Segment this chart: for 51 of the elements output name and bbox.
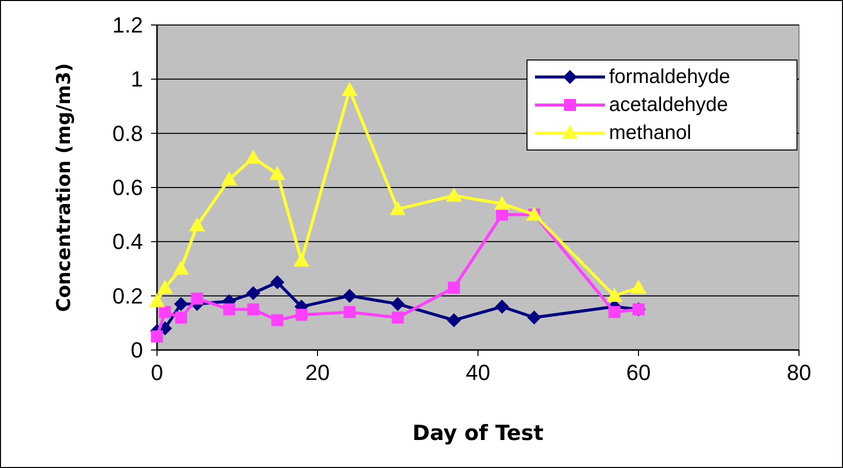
point (270, 275, 284, 290)
y-tick-label: 0.6 (112, 175, 143, 200)
point (295, 308, 308, 321)
point (246, 286, 260, 300)
x-tick-label: 60 (626, 360, 651, 385)
point (448, 282, 460, 294)
point (269, 166, 286, 180)
point (494, 196, 510, 210)
point (149, 293, 165, 308)
point (527, 310, 542, 324)
x-tick-label: 0 (150, 360, 164, 385)
x-tick-label: 80 (786, 360, 812, 385)
point (342, 288, 357, 303)
legend-label: methanol (609, 122, 692, 144)
point (175, 312, 188, 324)
y-tick-label: 0.8 (112, 120, 143, 146)
point (191, 292, 204, 305)
point (608, 306, 620, 318)
point (630, 280, 646, 294)
point (390, 296, 405, 311)
point (245, 150, 262, 164)
point (157, 280, 174, 294)
point (189, 217, 206, 232)
y-tick-label: 1 (130, 66, 143, 92)
point (221, 171, 238, 186)
point (271, 314, 284, 326)
y-tick-label: 0.2 (112, 283, 143, 308)
point (173, 260, 190, 275)
point (151, 330, 163, 342)
x-tick-label: 40 (466, 360, 490, 385)
point (293, 252, 310, 267)
point (446, 188, 462, 202)
y-axis-title: Concentration (mg/m3) (53, 63, 75, 312)
y-tick-label: 0.4 (112, 229, 143, 254)
point (606, 288, 622, 302)
point (342, 82, 358, 96)
point (223, 303, 236, 316)
y-tick-label: 1.2 (112, 12, 143, 38)
point (446, 313, 461, 328)
legend-label: acetaldehyde (609, 94, 728, 116)
x-tick-label: 20 (305, 360, 330, 385)
point (159, 306, 172, 318)
point (390, 201, 406, 216)
y-tick-label: 0 (130, 338, 143, 362)
x-axis-title: Day of Test (412, 421, 544, 445)
legend-label: formaldehyde (609, 66, 730, 88)
point (495, 300, 510, 314)
point (344, 306, 356, 318)
point (247, 303, 260, 316)
point (392, 312, 404, 324)
point (174, 296, 188, 311)
